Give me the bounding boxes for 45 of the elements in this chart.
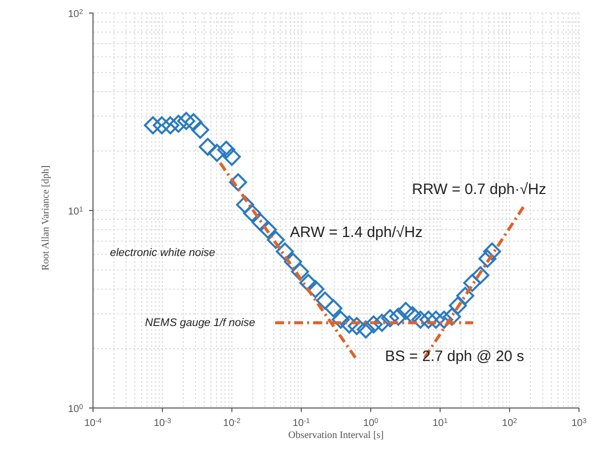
point: [411, 310, 430, 329]
point: [340, 315, 358, 334]
point: [364, 315, 383, 334]
point: [222, 148, 241, 166]
x-tick-label: 10$^{2}$: [502, 418, 518, 429]
point: [184, 113, 202, 132]
x-tick-label: 10$^{-4}$: [84, 418, 102, 429]
point: [442, 308, 461, 326]
x-tick-label: 10$^{0}$: [363, 418, 378, 429]
point: [420, 310, 438, 329]
point: [372, 314, 391, 332]
point: [396, 302, 415, 320]
y-axis-title: Root Allan Variance [dph]: [40, 165, 52, 270]
point: [426, 310, 445, 329]
y-tick-label: 10$^{1}$: [68, 206, 84, 218]
annotation: RRW = 0.7 dph·√Hz: [412, 181, 546, 198]
point: [356, 320, 375, 338]
point: [191, 120, 210, 139]
y-tick-label: 10$^{2}$: [68, 8, 84, 20]
x-tick-label: 10$^{1}$: [432, 418, 448, 429]
annotation: electronic white noise: [110, 247, 216, 259]
point: [348, 317, 366, 336]
point: [404, 306, 422, 324]
annotation: BS = 2.7 dph @ 20 s: [385, 348, 524, 365]
point: [332, 310, 350, 329]
x-tick-label: 10$^{-3}$: [154, 418, 172, 429]
point: [435, 310, 454, 329]
point: [448, 296, 467, 315]
point: [324, 299, 342, 318]
point: [284, 252, 302, 271]
point: [169, 114, 188, 133]
point: [161, 116, 180, 134]
point: [177, 112, 196, 130]
x-tick-label: 10$^{-1}$: [292, 418, 310, 429]
annotation: NEMS gauge 1/f noise: [145, 317, 256, 329]
x-tick-label: 10$^{-2}$: [223, 418, 241, 429]
point: [208, 144, 226, 162]
x-axis-title: Observation Interval [s]: [288, 430, 384, 441]
point: [198, 138, 217, 156]
annotation: ARW = 1.4 dph/√Hz: [290, 224, 423, 241]
point: [144, 116, 162, 134]
point: [152, 116, 171, 134]
y-tick-label: 10$^{0}$: [68, 404, 84, 415]
point: [316, 292, 334, 310]
x-tick-label: 10$^{3}$: [571, 418, 587, 429]
